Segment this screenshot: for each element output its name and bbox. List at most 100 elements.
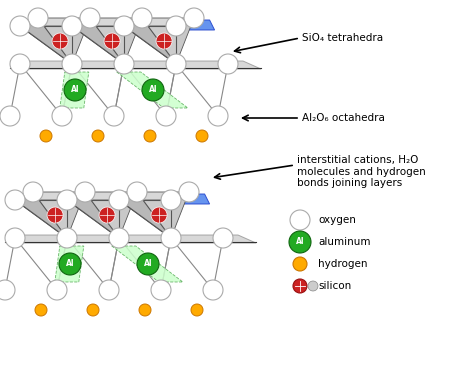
Polygon shape (176, 18, 194, 64)
Polygon shape (5, 235, 256, 243)
Circle shape (151, 207, 167, 223)
Circle shape (109, 228, 129, 248)
Circle shape (196, 130, 208, 142)
Polygon shape (15, 192, 85, 200)
Circle shape (35, 304, 47, 316)
Circle shape (208, 106, 228, 126)
Circle shape (59, 253, 81, 275)
Circle shape (104, 33, 120, 49)
Polygon shape (10, 61, 261, 69)
Text: Al: Al (66, 259, 74, 269)
Polygon shape (67, 200, 119, 238)
Circle shape (0, 106, 20, 126)
Polygon shape (20, 18, 90, 26)
Circle shape (191, 304, 203, 316)
Circle shape (80, 8, 100, 28)
Circle shape (10, 54, 30, 74)
Polygon shape (119, 192, 137, 238)
Circle shape (5, 228, 25, 248)
Circle shape (114, 16, 134, 36)
Circle shape (308, 281, 318, 291)
Polygon shape (55, 246, 84, 282)
Circle shape (166, 16, 186, 36)
Polygon shape (15, 192, 67, 238)
Polygon shape (112, 246, 183, 282)
Circle shape (166, 54, 186, 74)
Circle shape (213, 228, 233, 248)
Polygon shape (171, 192, 189, 238)
Polygon shape (20, 18, 72, 64)
Circle shape (99, 207, 115, 223)
Circle shape (293, 257, 307, 271)
Circle shape (184, 8, 204, 28)
Polygon shape (67, 192, 137, 200)
Circle shape (151, 280, 171, 300)
Circle shape (293, 279, 307, 293)
Circle shape (52, 33, 68, 49)
Text: oxygen: oxygen (318, 215, 356, 225)
Text: Al₂O₆ octahedra: Al₂O₆ octahedra (302, 113, 385, 123)
Polygon shape (60, 72, 89, 108)
Polygon shape (72, 18, 90, 64)
Circle shape (47, 207, 63, 223)
Circle shape (218, 54, 238, 74)
Polygon shape (72, 18, 142, 26)
Circle shape (137, 253, 159, 275)
Circle shape (144, 130, 156, 142)
Circle shape (156, 33, 172, 49)
Circle shape (23, 182, 43, 202)
Polygon shape (119, 200, 171, 238)
Polygon shape (119, 192, 171, 238)
Circle shape (114, 54, 134, 74)
Circle shape (179, 182, 199, 202)
Text: Al: Al (71, 85, 79, 95)
Circle shape (40, 130, 52, 142)
Text: interstitial cations, H₂O
molecules and hydrogen
bonds joining layers: interstitial cations, H₂O molecules and … (297, 155, 426, 188)
Circle shape (87, 304, 99, 316)
Polygon shape (117, 72, 188, 108)
Circle shape (289, 231, 311, 253)
Polygon shape (23, 194, 210, 204)
Circle shape (57, 228, 77, 248)
Circle shape (161, 228, 181, 248)
Circle shape (52, 106, 72, 126)
Polygon shape (124, 18, 194, 26)
Circle shape (75, 182, 95, 202)
Polygon shape (119, 192, 189, 200)
Text: aluminum: aluminum (318, 237, 371, 247)
Circle shape (99, 280, 119, 300)
Text: Al: Al (296, 237, 304, 247)
Circle shape (28, 8, 48, 28)
Text: SiO₄ tetrahedra: SiO₄ tetrahedra (302, 33, 383, 43)
Circle shape (127, 182, 147, 202)
Polygon shape (72, 26, 124, 64)
Circle shape (10, 16, 30, 36)
Text: silicon: silicon (318, 281, 351, 291)
Circle shape (203, 280, 223, 300)
Circle shape (57, 190, 77, 210)
Polygon shape (124, 26, 176, 64)
Circle shape (62, 16, 82, 36)
Polygon shape (15, 200, 67, 238)
Text: Al: Al (144, 259, 152, 269)
Circle shape (109, 190, 129, 210)
Circle shape (139, 304, 151, 316)
Circle shape (62, 54, 82, 74)
Polygon shape (28, 20, 215, 30)
Circle shape (64, 79, 86, 101)
Polygon shape (124, 18, 142, 64)
Circle shape (0, 280, 15, 300)
Polygon shape (67, 192, 85, 238)
Circle shape (47, 280, 67, 300)
Circle shape (5, 190, 25, 210)
Circle shape (156, 106, 176, 126)
Polygon shape (124, 18, 176, 64)
Polygon shape (67, 192, 119, 238)
Circle shape (161, 190, 181, 210)
Circle shape (142, 79, 164, 101)
Circle shape (290, 210, 310, 230)
Text: hydrogen: hydrogen (318, 259, 367, 269)
Circle shape (104, 106, 124, 126)
Text: Al: Al (149, 85, 157, 95)
Polygon shape (72, 18, 124, 64)
